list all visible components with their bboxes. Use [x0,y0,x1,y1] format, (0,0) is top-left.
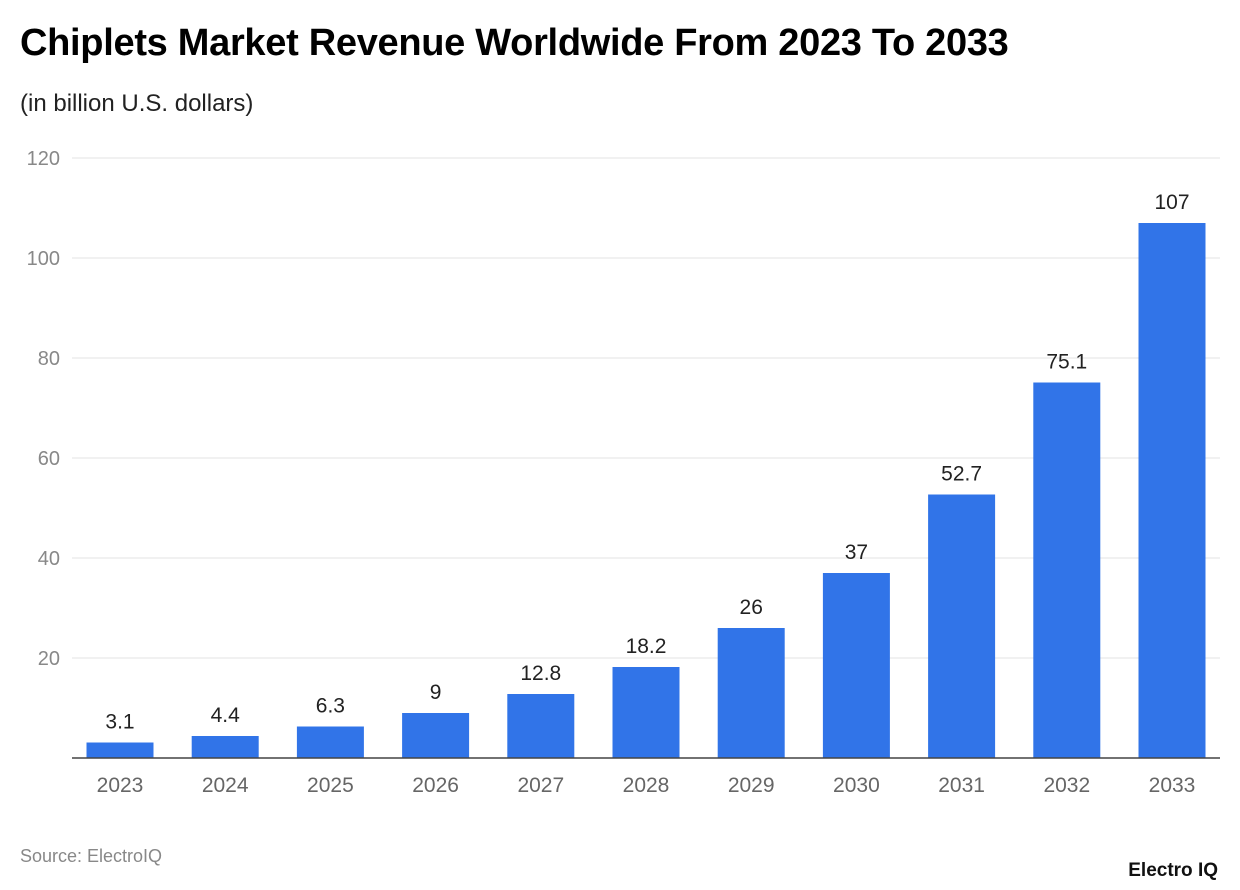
x-tick-label: 2026 [412,774,459,797]
data-label: 6.3 [316,695,345,718]
data-label: 107 [1154,191,1189,214]
data-label: 9 [430,681,442,704]
bar-2032 [1033,382,1101,758]
bar-2024 [191,736,259,758]
x-tick-label: 2023 [97,774,144,797]
y-tick-label: 40 [38,548,60,570]
bar-2033 [1138,223,1206,758]
x-tick-label: 2029 [728,774,775,797]
bar-2023 [86,742,154,758]
x-tick-label: 2033 [1149,774,1196,797]
source-note: Source: ElectroIQ [20,846,163,866]
x-tick-label: 2030 [833,774,880,797]
x-tick-label: 2025 [307,774,354,797]
chart-subtitle: (in billion U.S. dollars) [20,90,254,117]
data-label: 26 [740,596,763,619]
x-tick-label: 2028 [623,774,670,797]
data-label: 3.1 [105,711,134,734]
data-label: 37 [845,541,868,564]
x-tick-label: 2027 [517,774,564,797]
bar-2031 [928,494,996,758]
bar-2026 [402,713,470,758]
chart-title: Chiplets Market Revenue Worldwide From 2… [20,22,1009,64]
data-label: 52.7 [941,463,982,486]
data-label: 18.2 [626,635,667,658]
electroiq-logo: Electro IQ [1128,860,1218,881]
y-tick-label: 100 [27,248,60,270]
data-label: 4.4 [211,704,241,727]
data-label: 75.1 [1046,351,1087,374]
y-tick-label: 60 [38,448,60,470]
y-tick-label: 80 [38,348,60,370]
bar-2025 [296,726,364,758]
bar-2027 [507,694,575,758]
y-tick-label: 120 [27,148,60,170]
data-label: 12.8 [520,662,561,685]
y-tick-label: 20 [38,648,60,670]
bar-2028 [612,667,680,758]
x-tick-label: 2031 [938,774,985,797]
x-tick-label: 2032 [1043,774,1090,797]
bar-2030 [822,573,890,758]
x-tick-label: 2024 [202,774,249,797]
bar-2029 [717,628,785,758]
